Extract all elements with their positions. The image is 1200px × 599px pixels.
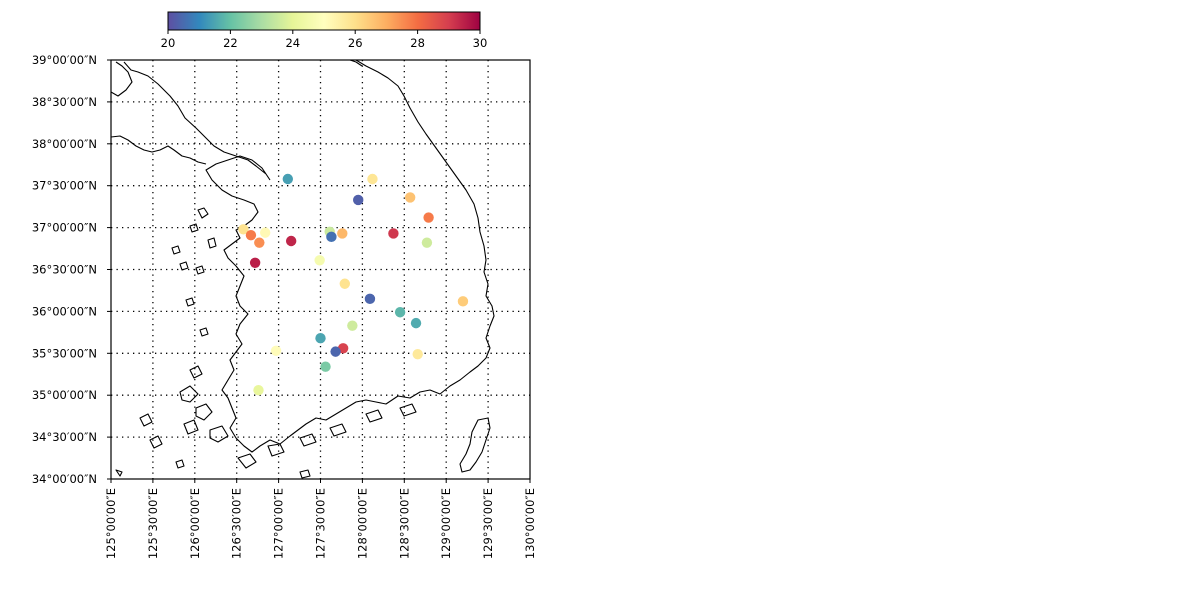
colorbar-tick-label: 20 bbox=[161, 36, 176, 50]
east-sea-coast-north bbox=[349, 60, 363, 67]
x-tick-label: 128°30′00″E bbox=[397, 488, 411, 559]
korean-peninsula-coastline bbox=[123, 60, 495, 453]
station-point bbox=[245, 229, 257, 241]
station-point bbox=[270, 345, 282, 356]
station-point bbox=[249, 257, 261, 268]
station-points bbox=[238, 173, 469, 396]
station-point bbox=[404, 192, 416, 203]
station-point bbox=[367, 173, 378, 185]
colorbar-tick-label: 26 bbox=[348, 36, 363, 50]
station-point bbox=[254, 237, 265, 248]
y-tick-label: 34°00′00″N bbox=[32, 472, 97, 486]
y-tick-label: 36°30′00″N bbox=[32, 263, 97, 277]
station-point bbox=[253, 384, 264, 396]
station-point bbox=[320, 361, 331, 372]
colorbar-tick-label: 22 bbox=[223, 36, 238, 50]
y-tick-label: 35°30′00″N bbox=[32, 346, 97, 360]
x-tick-label: 127°00′00″E bbox=[272, 488, 286, 559]
y-tick-label: 34°30′00″N bbox=[32, 430, 97, 444]
y-tick-label: 36°00′00″N bbox=[32, 304, 97, 318]
station-point bbox=[421, 237, 433, 248]
x-tick-label: 125°30′00″E bbox=[146, 488, 160, 559]
colorbar-tick-label: 24 bbox=[285, 36, 300, 50]
station-point bbox=[423, 212, 434, 223]
station-point bbox=[282, 173, 294, 185]
x-tick-label: 126°30′00″E bbox=[230, 488, 244, 559]
x-tick-label: 126°00′00″E bbox=[188, 488, 202, 559]
tsushima-island-coastline bbox=[459, 417, 491, 473]
x-tick-label: 127°30′00″E bbox=[314, 488, 328, 559]
station-point bbox=[315, 333, 326, 344]
station-point bbox=[353, 194, 364, 206]
station-point bbox=[337, 228, 348, 239]
x-axis-ticks: 125°00′00″E 125°30′00″E 126°00′00″E 126°30′… bbox=[104, 479, 537, 559]
station-point bbox=[326, 231, 337, 243]
x-tick-label: 129°00′00″E bbox=[439, 488, 453, 559]
station-point bbox=[330, 346, 341, 357]
graticule bbox=[111, 60, 530, 479]
colorbar-tick-label: 28 bbox=[410, 36, 425, 50]
colorbar: 20 22 24 26 28 30 bbox=[161, 11, 488, 50]
x-tick-label: 130°00′00″E bbox=[523, 488, 537, 559]
station-point bbox=[285, 235, 297, 247]
station-point bbox=[259, 227, 271, 238]
station-point bbox=[364, 293, 376, 305]
y-tick-label: 35°00′00″N bbox=[32, 388, 97, 402]
station-point bbox=[388, 228, 399, 239]
map-panel: 125°00′00″E 125°30′00″E 126°00′00″E 126°30′… bbox=[32, 53, 537, 559]
y-tick-label: 37°30′00″N bbox=[32, 179, 97, 193]
station-point bbox=[238, 224, 249, 235]
x-tick-label: 128°00′00″E bbox=[355, 488, 369, 559]
station-point bbox=[394, 307, 406, 318]
station-point bbox=[314, 255, 325, 266]
station-point bbox=[347, 320, 358, 331]
colorbar-tick-label: 30 bbox=[473, 36, 488, 50]
colorbar-ticks: 20 22 24 26 28 30 bbox=[161, 30, 488, 50]
station-point bbox=[457, 296, 469, 307]
station-point bbox=[339, 278, 351, 289]
y-tick-label: 39°00′00″N bbox=[32, 53, 97, 67]
station-point bbox=[410, 317, 422, 329]
x-tick-label: 125°00′00″E bbox=[104, 488, 118, 559]
x-tick-label: 129°30′00″E bbox=[481, 488, 495, 559]
coastline-layer bbox=[111, 60, 495, 479]
colorbar-gradient bbox=[167, 11, 481, 31]
station-point bbox=[412, 348, 423, 360]
y-tick-label: 38°00′00″N bbox=[32, 137, 97, 151]
west-sea-islands bbox=[115, 207, 417, 479]
y-tick-label: 38°30′00″N bbox=[32, 95, 97, 109]
y-axis-ticks: 34°00′00″N 34°30′00″N 35°00′00″N 35°30′00″N… bbox=[32, 53, 111, 486]
y-tick-label: 37°00′00″N bbox=[32, 221, 97, 235]
northwest-coastline bbox=[111, 61, 207, 165]
